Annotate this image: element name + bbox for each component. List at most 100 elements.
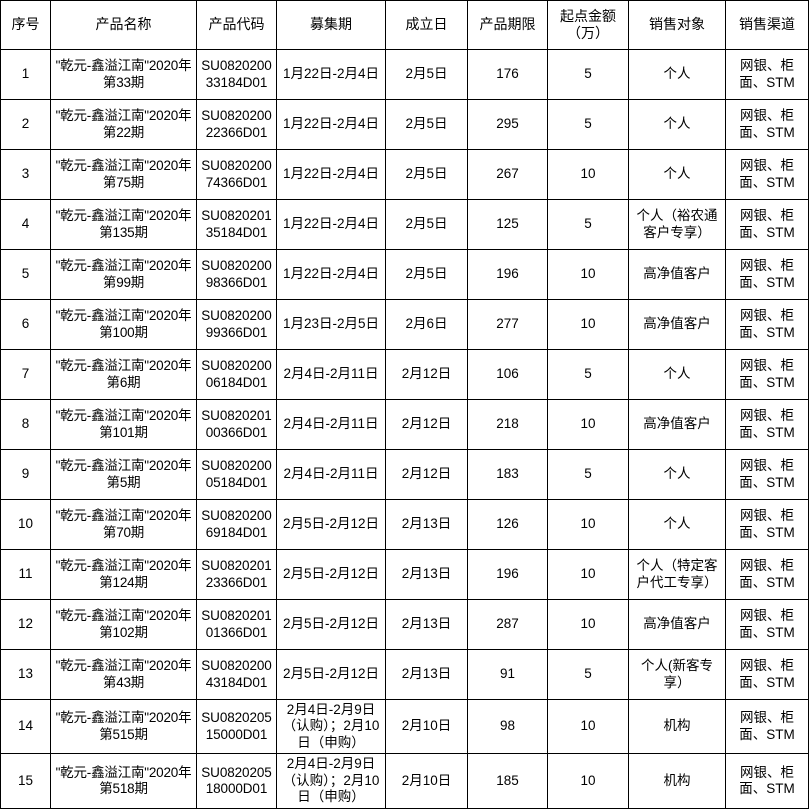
cell-est: 2月12日 — [385, 399, 468, 450]
cell-code: SU082020006184D01 — [196, 349, 277, 400]
cell-term: 295 — [467, 99, 548, 150]
cell-channel: 网银、柜面、STM — [725, 49, 809, 100]
cell-code: SU082020005184D01 — [196, 449, 277, 500]
cell-channel: 网银、柜面、STM — [725, 99, 809, 150]
cell-raise: 1月22日-2月4日 — [276, 149, 386, 200]
cell-name: "乾元-鑫溢江南"2020年第75期 — [50, 149, 197, 200]
cell-code: SU082020100366D01 — [196, 399, 277, 450]
cell-amount: 10 — [547, 399, 629, 450]
cell-name: "乾元-鑫溢江南"2020年第43期 — [50, 649, 197, 700]
cell-target: 个人 — [628, 149, 726, 200]
cell-term: 196 — [467, 249, 548, 300]
cell-name: "乾元-鑫溢江南"2020年第70期 — [50, 499, 197, 550]
cell-target: 高净值客户 — [628, 399, 726, 450]
cell-term: 98 — [467, 698, 548, 755]
cell-raise: 2月4日-2月11日 — [276, 349, 386, 400]
cell-seq: 3 — [0, 149, 51, 200]
cell-raise: 2月4日-2月9日（认购）；2月10日（申购） — [276, 753, 386, 809]
cell-target: 个人（特定客户代工专享） — [628, 549, 726, 600]
cell-code: SU082020123366D01 — [196, 549, 277, 600]
cell-channel: 网银、柜面、STM — [725, 299, 809, 350]
cell-est: 2月6日 — [385, 299, 468, 350]
cell-target: 个人(新客专享） — [628, 649, 726, 700]
cell-amount: 5 — [547, 449, 629, 500]
cell-raise: 2月5日-2月12日 — [276, 549, 386, 600]
column-header-term: 产品期限 — [467, 0, 548, 50]
table-row: 14 "乾元-鑫溢江南"2020年第515期 SU082020515000D01 2月… — [0, 698, 809, 755]
cell-term: 287 — [467, 599, 548, 650]
cell-term: 267 — [467, 149, 548, 200]
cell-name: "乾元-鑫溢江南"2020年第101期 — [50, 399, 197, 450]
table-body: 1 "乾元-鑫溢江南"2020年第33期 SU082020033184D01 1月22… — [0, 49, 809, 809]
cell-amount: 5 — [547, 349, 629, 400]
cell-name: "乾元-鑫溢江南"2020年第5期 — [50, 449, 197, 500]
column-header-amount-line1: 起点金额 — [560, 7, 616, 24]
cell-name: "乾元-鑫溢江南"2020年第518期 — [50, 753, 197, 809]
table-row: 8 "乾元-鑫溢江南"2020年第101期 SU082020100366D01 2月4… — [0, 399, 809, 450]
cell-raise: 2月4日-2月11日 — [276, 449, 386, 500]
cell-seq: 1 — [0, 49, 51, 100]
cell-name: "乾元-鑫溢江南"2020年第100期 — [50, 299, 197, 350]
cell-channel: 网银、柜面、STM — [725, 449, 809, 500]
cell-seq: 7 — [0, 349, 51, 400]
table-row: 11 "乾元-鑫溢江南"2020年第124期 SU082020123366D01 2月… — [0, 549, 809, 600]
cell-target: 个人（裕农通客户专享） — [628, 199, 726, 250]
cell-seq: 15 — [0, 753, 51, 809]
table-row: 2 "乾元-鑫溢江南"2020年第22期 SU082020022366D01 1月22… — [0, 99, 809, 150]
cell-amount: 10 — [547, 753, 629, 809]
cell-target: 机构 — [628, 753, 726, 809]
cell-target: 高净值客户 — [628, 249, 726, 300]
cell-code: SU082020069184D01 — [196, 499, 277, 550]
cell-term: 183 — [467, 449, 548, 500]
cell-channel: 网银、柜面、STM — [725, 753, 809, 809]
cell-amount: 5 — [547, 199, 629, 250]
cell-name: "乾元-鑫溢江南"2020年第124期 — [50, 549, 197, 600]
column-header-code: 产品代码 — [196, 0, 277, 50]
cell-raise: 1月22日-2月4日 — [276, 49, 386, 100]
cell-amount: 10 — [547, 499, 629, 550]
cell-seq: 14 — [0, 698, 51, 755]
cell-term: 185 — [467, 753, 548, 809]
cell-channel: 网银、柜面、STM — [725, 698, 809, 755]
cell-raise: 1月22日-2月4日 — [276, 99, 386, 150]
cell-term: 125 — [467, 199, 548, 250]
cell-code: SU082020101366D01 — [196, 599, 277, 650]
table-header: 序号 产品名称 产品代码 募集期 成立日 产品期限 起点金额 （万） 销售对象 销… — [0, 0, 809, 50]
cell-est: 2月5日 — [385, 249, 468, 300]
cell-amount: 10 — [547, 698, 629, 755]
table-row: 9 "乾元-鑫溢江南"2020年第5期 SU082020005184D01 2月4日-… — [0, 449, 809, 500]
column-header-raise: 募集期 — [276, 0, 386, 50]
table-row: 13 "乾元-鑫溢江南"2020年第43期 SU082020043184D01 2月5… — [0, 649, 809, 700]
cell-amount: 10 — [547, 249, 629, 300]
cell-est: 2月13日 — [385, 549, 468, 600]
cell-est: 2月13日 — [385, 599, 468, 650]
cell-target: 个人 — [628, 49, 726, 100]
table-row: 4 "乾元-鑫溢江南"2020年第135期 SU082020135184D01 1月2… — [0, 199, 809, 250]
cell-seq: 4 — [0, 199, 51, 250]
cell-seq: 10 — [0, 499, 51, 550]
cell-target: 个人 — [628, 99, 726, 150]
table-row: 6 "乾元-鑫溢江南"2020年第100期 SU082020099366D01 1月2… — [0, 299, 809, 350]
cell-est: 2月5日 — [385, 199, 468, 250]
cell-code: SU082020043184D01 — [196, 649, 277, 700]
cell-est: 2月13日 — [385, 499, 468, 550]
cell-raise: 1月22日-2月4日 — [276, 199, 386, 250]
table-row: 1 "乾元-鑫溢江南"2020年第33期 SU082020033184D01 1月22… — [0, 49, 809, 100]
cell-channel: 网银、柜面、STM — [725, 199, 809, 250]
table-row: 12 "乾元-鑫溢江南"2020年第102期 SU082020101366D01 2月… — [0, 599, 809, 650]
cell-code: SU082020515000D01 — [196, 698, 277, 755]
cell-term: 218 — [467, 399, 548, 450]
cell-target: 个人 — [628, 449, 726, 500]
cell-target: 高净值客户 — [628, 599, 726, 650]
cell-channel: 网银、柜面、STM — [725, 349, 809, 400]
cell-code: SU082020074366D01 — [196, 149, 277, 200]
cell-amount: 10 — [547, 549, 629, 600]
cell-code: SU082020022366D01 — [196, 99, 277, 150]
cell-est: 2月5日 — [385, 149, 468, 200]
cell-channel: 网银、柜面、STM — [725, 249, 809, 300]
cell-est: 2月13日 — [385, 649, 468, 700]
cell-raise: 2月5日-2月12日 — [276, 599, 386, 650]
cell-name: "乾元-鑫溢江南"2020年第33期 — [50, 49, 197, 100]
cell-amount: 5 — [547, 649, 629, 700]
cell-channel: 网银、柜面、STM — [725, 599, 809, 650]
